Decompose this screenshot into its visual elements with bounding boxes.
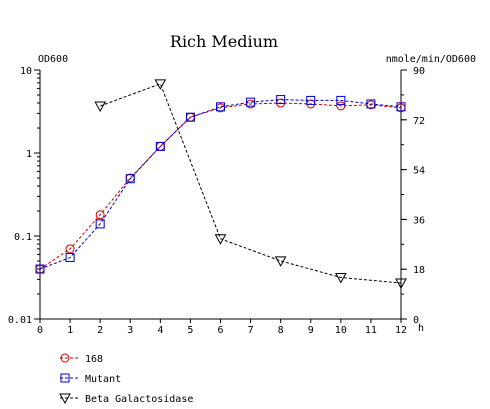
right-tick-label: 36: [413, 215, 425, 226]
legend-item-168: 168: [60, 353, 103, 365]
right-tick-label: 18: [413, 265, 425, 276]
left-tick-label: 1: [26, 149, 32, 160]
data-point-beta-galactosidase: [94, 101, 107, 112]
series-168: [35, 98, 406, 274]
x-tick-label: 1: [67, 325, 73, 336]
series-mutant: [35, 95, 406, 274]
data-point-mutant: [396, 102, 406, 112]
x-tick-label: 11: [365, 325, 377, 336]
data-point-mutant: [216, 102, 225, 112]
data-point-mutant: [125, 174, 135, 184]
left-tick-label: 10: [20, 66, 32, 77]
data-point-mutant: [246, 97, 256, 107]
data-point-beta-galactosidase: [154, 79, 167, 90]
data-point-mutant: [35, 264, 45, 274]
x-unit-label: h: [418, 323, 424, 334]
legend: 168 Mutant Beta Galactosidase: [59, 353, 193, 405]
data-point-mutant: [185, 112, 195, 122]
x-tick-label: 12: [395, 325, 407, 336]
data-point-mutant: [95, 219, 105, 229]
data-point-mutant: [276, 95, 286, 105]
x-tick-label: 8: [278, 325, 284, 336]
left-tick-label: 0.01: [8, 315, 32, 326]
right-tick-label: 72: [413, 116, 425, 127]
data-point-mutant: [306, 95, 316, 105]
data-point-beta-galactosidase: [274, 256, 287, 267]
x-tick-label: 5: [187, 325, 193, 336]
series-line-mutant: [39, 99, 402, 270]
x-tick-label: 6: [217, 325, 223, 336]
legend-marker: [60, 353, 70, 363]
legend-label: 168: [85, 354, 103, 365]
series-layer: [35, 79, 407, 290]
legend-item-mutant: Mutant: [60, 373, 121, 385]
x-tick-label: 10: [335, 325, 347, 336]
data-point-mutant: [366, 99, 376, 109]
data-point-168: [336, 101, 346, 111]
legend-label: Beta Galactosidase: [85, 394, 193, 405]
x-tick-label: 7: [248, 325, 254, 336]
legend-marker: [59, 393, 71, 405]
data-point-beta-galactosidase: [395, 278, 407, 290]
series-line-168: [39, 102, 402, 270]
right-tick-label: 90: [413, 66, 425, 77]
legend-item-beta-galactosidase: Beta Galactosidase: [59, 393, 193, 405]
data-point-mutant: [336, 95, 346, 105]
x-tick-label: 2: [97, 325, 103, 336]
right-axis-label: nmole/min/OD600: [386, 54, 476, 65]
data-point-168: [95, 210, 105, 220]
data-point-beta-galactosidase: [214, 234, 227, 245]
x-tick-label: 4: [157, 325, 163, 336]
series-beta-galactosidase: [94, 79, 407, 290]
data-point-mutant: [65, 253, 75, 263]
left-tick-label: 0.1: [14, 232, 32, 243]
legend-marker: [60, 373, 70, 383]
x-tick-label: 0: [37, 325, 43, 336]
data-point-beta-galactosidase: [334, 273, 347, 284]
left-axis-label: OD600: [38, 54, 68, 65]
x-tick-label: 9: [308, 325, 314, 336]
series-line-beta-galactosidase: [99, 83, 402, 284]
x-tick-label: 3: [127, 325, 133, 336]
legend-label: Mutant: [85, 374, 121, 385]
chart-title: Rich Medium: [170, 32, 278, 51]
data-point-168: [65, 244, 75, 254]
data-point-mutant: [155, 141, 165, 151]
right-tick-label: 0: [413, 315, 419, 326]
right-tick-label: 54: [413, 166, 425, 177]
